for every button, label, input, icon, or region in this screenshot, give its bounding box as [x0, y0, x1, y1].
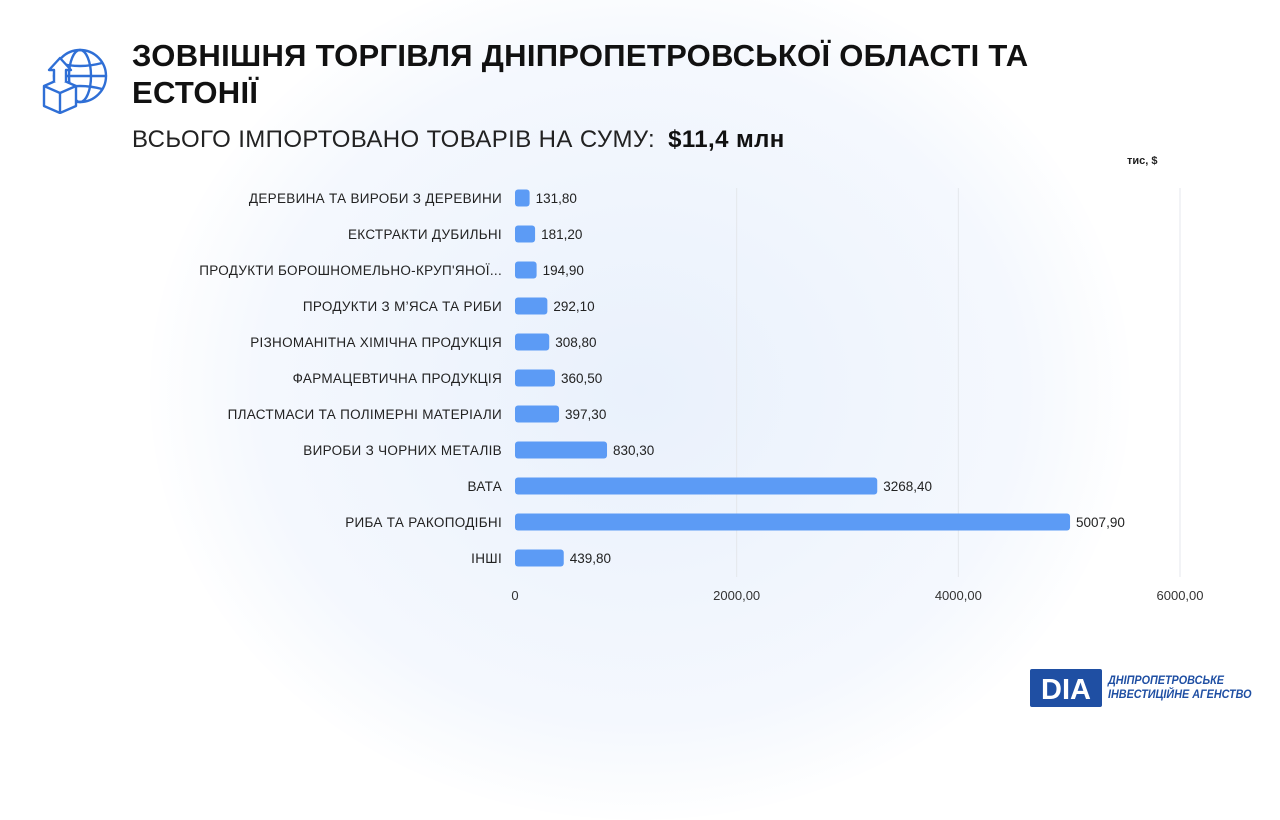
- bar: [515, 261, 537, 279]
- value-label: 194,90: [543, 263, 584, 278]
- background-shape: [150, 0, 1130, 820]
- category-label: ПЛАСТМАСИ ТА ПОЛІМЕРНІ МАТЕРІАЛИ: [228, 407, 502, 422]
- value-label: 292,10: [553, 299, 594, 314]
- value-label: 830,30: [613, 443, 654, 458]
- category-label: ІНШІ: [471, 551, 502, 566]
- value-label: 397,30: [565, 407, 606, 422]
- bar: [515, 225, 536, 243]
- bar: [515, 477, 878, 495]
- bar: [515, 513, 1071, 531]
- bar: [515, 405, 560, 423]
- import-total-amount: $11,4 млн: [668, 126, 785, 153]
- value-label: 308,80: [555, 335, 596, 350]
- x-tick-label: 4000,00: [935, 588, 982, 603]
- bar: [515, 549, 564, 567]
- bars: [515, 189, 1071, 567]
- category-label: ДЕРЕВИНА ТА ВИРОБИ З ДЕРЕВИНИ: [249, 191, 502, 206]
- dia-logo-mark-text: DIA: [1041, 674, 1091, 706]
- gridlines: [736, 188, 1181, 577]
- category-label: ПРОДУКТИ БОРОШНОМЕЛЬНО-КРУП'ЯНОЇ...: [199, 263, 502, 278]
- category-label: ПРОДУКТИ З М’ЯСА ТА РИБИ: [303, 299, 502, 314]
- bar: [515, 369, 555, 387]
- value-label: 439,80: [570, 551, 611, 566]
- value-label: 131,80: [536, 191, 577, 206]
- unit-label: тис, $: [1127, 155, 1158, 167]
- bar: [515, 333, 550, 351]
- bar: [515, 189, 530, 207]
- category-labels: ДЕРЕВИНА ТА ВИРОБИ З ДЕРЕВИНИ ЕКСТРАКТИ Д…: [199, 191, 502, 566]
- dia-logo: DIA ДНІПРОПЕТРОВСЬКЕ ІНВЕСТИЦІЙНЕ АГЕНСТ…: [1030, 668, 1268, 708]
- category-label: ВАТА: [467, 479, 502, 494]
- dia-logo-text: ДНІПРОПЕТРОВСЬКЕ ІНВЕСТИЦІЙНЕ АГЕНСТВО: [1108, 673, 1252, 702]
- globe-box-upload-icon: [42, 48, 108, 114]
- value-labels: 131,80 181,20 194,90 292,10 308,80 360,50 397,…: [536, 191, 1125, 566]
- bar: [515, 441, 608, 459]
- value-label: 5007,90: [1076, 515, 1125, 530]
- page-title: ЗОВНІШНЯ ТОРГІВЛЯ ДНІПРОПЕТРОВСЬКОЇ ОБЛА…: [132, 38, 1029, 110]
- subtitle: ВСЬОГО ІМПОРТОВАНО ТОВАРІВ НА СУМУ: $11,…: [132, 126, 785, 154]
- value-label: 360,50: [561, 371, 602, 386]
- value-label: 3268,40: [883, 479, 932, 494]
- category-label: РІЗНОМАНІТНА ХІМІЧНА ПРОДУКЦІЯ: [250, 335, 502, 350]
- dia-logo-line1: ДНІПРОПЕТРОВСЬКЕ: [1108, 673, 1224, 688]
- x-tick-label: 0: [511, 588, 518, 603]
- category-label: ФАРМАЦЕВТИЧНА ПРОДУКЦІЯ: [293, 371, 502, 386]
- x-tick-label: 2000,00: [713, 588, 760, 603]
- x-tick-label: 6000,00: [1157, 588, 1204, 603]
- x-axis-ticks: 0 2000,00 4000,00 6000,00: [511, 588, 1203, 603]
- category-label: РИБА ТА РАКОПОДІБНІ: [345, 515, 502, 530]
- bar-chart: 0 2000,00 4000,00 6000,00 ДЕРЕВИНА ТА ВИРОБ…: [199, 188, 1204, 603]
- bar: [515, 297, 548, 315]
- subtitle-label: ВСЬОГО ІМПОРТОВАНО ТОВАРІВ НА СУМУ:: [132, 126, 656, 153]
- dia-logo-mark: DIA: [1030, 669, 1102, 707]
- category-label: ЕКСТРАКТИ ДУБИЛЬНІ: [348, 227, 502, 242]
- dia-logo-line2: ІНВЕСТИЦІЙНЕ АГЕНСТВО: [1108, 687, 1252, 701]
- value-label: 181,20: [541, 227, 582, 242]
- category-label: ВИРОБИ З ЧОРНИХ МЕТАЛІВ: [303, 443, 502, 458]
